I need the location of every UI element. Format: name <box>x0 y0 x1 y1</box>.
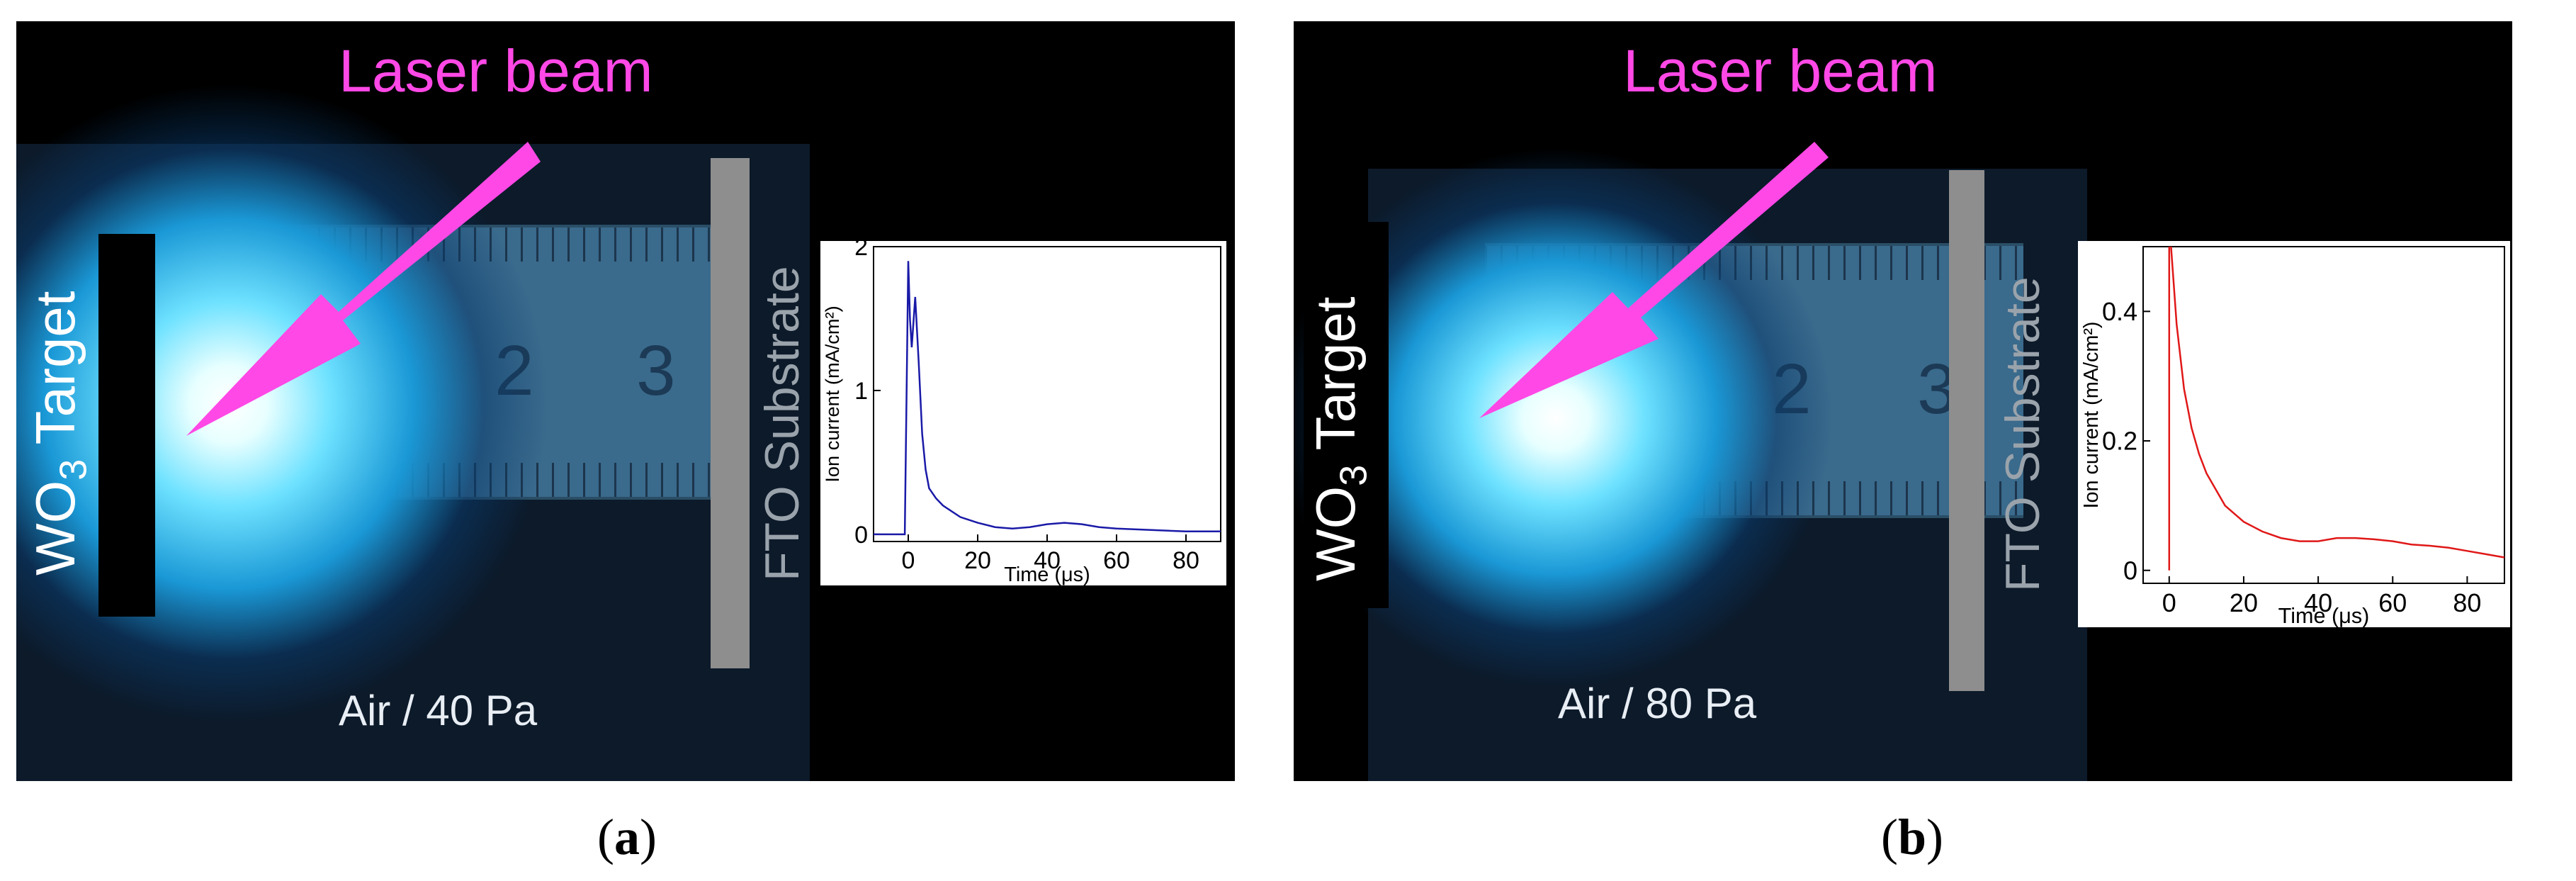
y-tick-label: 1 <box>854 378 868 405</box>
x-tick-label: 0 <box>2162 588 2176 617</box>
caption-b: (b) <box>1881 809 1944 865</box>
ion-current-chart-a: 0 20 40 60 80 0 1 2 Time (μs) Ion current (mA/cm²… <box>820 241 1226 585</box>
y-axis-label: Ion current (mA/cm²) <box>2080 321 2103 508</box>
target-label-background <box>1304 222 1389 608</box>
x-tick-label: 60 <box>1103 547 1130 574</box>
x-tick-label: 80 <box>1173 547 1199 574</box>
plot-frame <box>2142 246 2505 584</box>
ion-current-trace <box>874 261 1221 536</box>
laser-beam-arrow <box>186 142 541 436</box>
laser-beam-arrow <box>1479 142 1829 418</box>
chart-a-svg: 0 20 40 60 80 0 1 2 Time (μs) Ion current (mA/cm²… <box>821 241 1221 585</box>
fto-substrate <box>1949 170 1984 691</box>
y-tick-label: 2 <box>854 241 868 261</box>
caption-a: (a) <box>597 809 657 865</box>
ion-current-chart-b: 0 20 40 60 80 0 0.2 0.4 Time (μs) Ion current (mA… <box>2078 241 2510 627</box>
laser-beam-label: Laser beam <box>1623 38 1938 104</box>
fto-substrate <box>711 158 750 668</box>
ruler-number-3: 3 <box>636 331 676 410</box>
plot-frame <box>873 246 1221 542</box>
x-tick-label: 20 <box>2230 588 2258 617</box>
photo-panel-b: 1 2 3 WO3 Target FTO Substrate Laser bea… <box>1294 21 2512 781</box>
laser-beam-label: Laser beam <box>339 38 653 104</box>
x-tick-label: 20 <box>964 547 991 574</box>
condition-label: Air / 80 Pa <box>1558 680 1757 727</box>
x-tick-label: 40 <box>1034 547 1061 574</box>
y-axis-label: Ion current (mA/cm²) <box>821 305 843 482</box>
x-axis-label: Time (μs) <box>2278 604 2370 627</box>
y-tick-label: 0.2 <box>2102 427 2137 456</box>
photo-panel-a: 1 2 3 WO3 Target FTO Substrate Laser bea… <box>16 21 1235 781</box>
x-tick-label: 80 <box>2453 588 2481 617</box>
y-tick-label: 0 <box>854 522 868 549</box>
x-tick-label: 40 <box>2304 588 2332 617</box>
x-tick-label: 0 <box>902 547 915 574</box>
target-label-background <box>98 234 155 617</box>
condition-label: Air / 40 Pa <box>339 687 538 734</box>
y-tick-label: 0.4 <box>2102 297 2137 326</box>
chart-b-svg: 0 20 40 60 80 0 0.2 0.4 Time (μs) Ion current (mA… <box>2080 246 2505 627</box>
x-tick-label: 60 <box>2378 588 2407 617</box>
x-axis-label: Time (μs) <box>1004 563 1090 585</box>
y-tick-label: 0 <box>2123 556 2137 585</box>
ion-current-trace <box>2170 246 2505 559</box>
